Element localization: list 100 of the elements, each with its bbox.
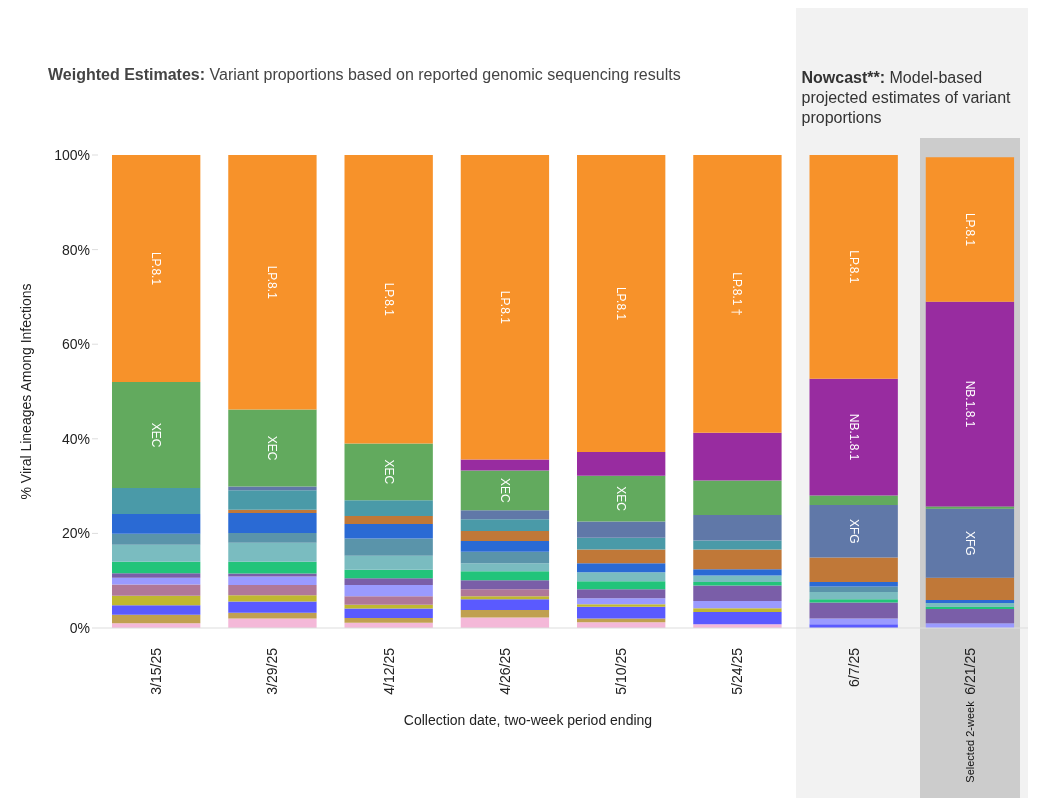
bar xyxy=(809,592,898,600)
bar xyxy=(112,577,201,585)
bar xyxy=(693,540,782,550)
bar xyxy=(925,600,1015,603)
bar xyxy=(925,609,1015,624)
data-label: LP.8.1 xyxy=(381,282,396,317)
band-label: Selected 2-week xyxy=(963,701,976,783)
bar xyxy=(112,487,201,515)
bar xyxy=(112,155,201,383)
data-label: LP.8.1 xyxy=(614,286,629,321)
data-label: NB.1.8.1 xyxy=(962,380,977,428)
bar xyxy=(112,605,201,615)
bar xyxy=(112,382,201,488)
bar xyxy=(460,540,550,552)
bar xyxy=(460,599,550,611)
data-label: XEC xyxy=(149,422,164,448)
bar xyxy=(925,508,1015,578)
x-axis-title: Collection date, two-week period ending xyxy=(403,712,653,728)
bar xyxy=(344,155,433,444)
chart-title: Weighted Estimates: Variant proportions based on reported genomic sequencing results xyxy=(48,66,681,83)
data-label: LP.8.1 xyxy=(265,265,280,300)
bar xyxy=(577,155,666,453)
bar xyxy=(809,557,898,583)
data-label: LP.8.1 xyxy=(497,290,512,325)
bar xyxy=(228,561,317,574)
bar xyxy=(460,580,550,590)
x-tick-label: 4/12/25 xyxy=(380,647,397,695)
bar xyxy=(112,533,201,545)
bar xyxy=(693,575,782,583)
bar xyxy=(809,505,898,558)
bar xyxy=(693,608,782,612)
bar xyxy=(809,582,898,587)
bar xyxy=(809,586,898,593)
bar xyxy=(344,584,433,597)
bar xyxy=(228,532,317,543)
bar xyxy=(344,608,433,619)
y-tick-label: 0% xyxy=(69,619,90,636)
bar xyxy=(925,301,1015,507)
bar xyxy=(344,500,433,516)
bar xyxy=(228,542,317,562)
data-label: XFG xyxy=(846,518,861,544)
bar xyxy=(809,155,898,379)
bar xyxy=(228,409,317,487)
data-label: LP.8.1 xyxy=(149,251,164,286)
bar xyxy=(344,578,433,585)
bar xyxy=(693,569,782,576)
bar xyxy=(809,599,898,603)
bar xyxy=(809,378,898,496)
bar xyxy=(228,509,317,514)
bar xyxy=(228,612,317,619)
bar xyxy=(577,606,666,619)
bar xyxy=(693,549,782,570)
x-tick-label: 4/26/25 xyxy=(496,647,513,695)
bar xyxy=(112,614,201,624)
bar xyxy=(460,510,550,520)
bar xyxy=(344,443,433,501)
bar xyxy=(344,604,433,609)
data-label: XEC xyxy=(614,486,629,512)
y-tick-label: 20% xyxy=(61,525,90,542)
bar xyxy=(460,519,550,532)
bar xyxy=(693,611,782,625)
bar xyxy=(228,155,317,410)
data-label: LP.8.1 † xyxy=(730,272,745,316)
bar xyxy=(460,596,550,600)
bar xyxy=(460,563,550,572)
bar xyxy=(577,475,666,522)
bar xyxy=(577,563,666,573)
x-tick-label: 5/24/25 xyxy=(729,647,746,695)
y-tick-label: 100% xyxy=(54,146,90,163)
bar xyxy=(460,551,550,564)
bar xyxy=(344,569,433,579)
x-tick-label: 5/10/25 xyxy=(613,647,630,695)
bar xyxy=(577,581,666,590)
bar xyxy=(344,555,433,570)
bar xyxy=(460,610,550,618)
data-label: LP.8.1 xyxy=(962,212,977,247)
bar xyxy=(112,561,201,574)
bar xyxy=(693,432,782,481)
bar xyxy=(577,572,666,582)
bar xyxy=(577,549,666,564)
bar xyxy=(460,531,550,541)
bar xyxy=(693,514,782,541)
bar xyxy=(228,601,317,613)
x-tick-label: 3/15/25 xyxy=(148,647,165,695)
bar xyxy=(809,495,898,506)
bar xyxy=(693,601,782,609)
bar xyxy=(112,595,201,606)
bar xyxy=(460,470,550,511)
bar xyxy=(228,595,317,602)
bar xyxy=(577,452,666,476)
bar xyxy=(460,571,550,581)
data-label: XFG xyxy=(962,531,977,556)
bar xyxy=(925,577,1015,601)
y-axis-title: % Viral Lineages Among Infections xyxy=(17,283,34,500)
y-tick-label: 80% xyxy=(61,241,90,258)
bar xyxy=(112,584,201,596)
bar xyxy=(693,155,782,433)
bar xyxy=(925,506,1015,509)
bar xyxy=(460,155,550,460)
bar xyxy=(460,589,550,597)
